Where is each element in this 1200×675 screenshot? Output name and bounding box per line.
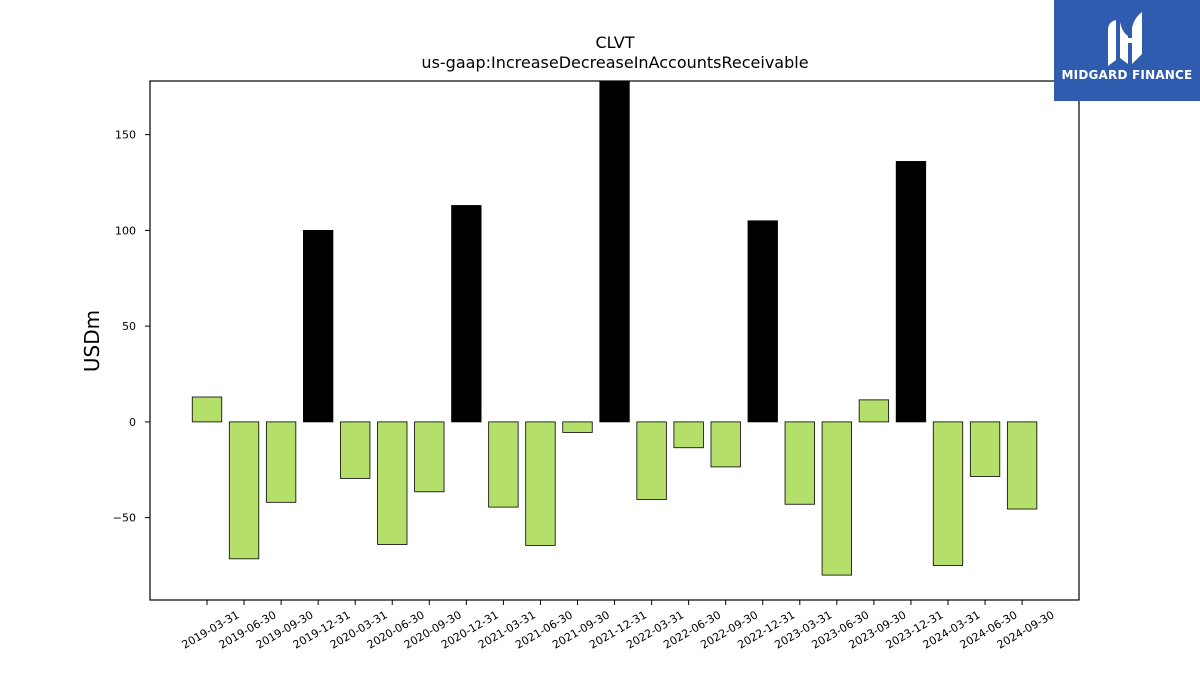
y-axis-label: USDm	[80, 310, 104, 372]
bar	[414, 421, 445, 493]
bar	[302, 229, 334, 423]
bar	[599, 80, 630, 423]
bar	[451, 205, 482, 423]
y-tick-label: 50	[122, 320, 136, 333]
y-tick-label: 150	[115, 129, 136, 142]
y-tick-label: 0	[129, 416, 136, 429]
bar	[821, 421, 852, 576]
x-ticks: 2019-03-312019-06-302019-09-302019-12-31…	[180, 600, 1057, 652]
bar	[377, 421, 408, 545]
plot-frame	[149, 80, 1080, 601]
midgard-logo-icon	[1108, 12, 1142, 66]
bar	[932, 421, 964, 566]
chart-subtitle: us-gaap:IncreaseDecreaseInAccountsReceiv…	[421, 53, 808, 72]
bar	[228, 421, 260, 560]
bar	[858, 399, 890, 423]
bar	[340, 421, 371, 479]
bar	[265, 421, 297, 503]
midgard-finance-logo: MIDGARD FINANCE	[1054, 0, 1200, 101]
y-tick-label: 100	[115, 224, 136, 237]
bar	[747, 220, 778, 423]
bar	[562, 421, 593, 433]
bar	[895, 161, 927, 423]
bar	[1006, 421, 1038, 510]
y-tick-label: −50	[113, 512, 136, 525]
bars-layer	[191, 80, 1038, 576]
logo-text: MIDGARD FINANCE	[1061, 68, 1193, 82]
chart-title: CLVT	[595, 33, 634, 52]
y-ticks: −50 0 50 100 150	[113, 129, 150, 525]
bar	[525, 421, 556, 546]
bar	[784, 421, 815, 505]
bar	[191, 396, 223, 423]
bar	[710, 421, 741, 468]
bar	[969, 421, 1001, 477]
bar	[636, 421, 667, 500]
bar	[488, 421, 519, 508]
bar	[673, 421, 704, 449]
